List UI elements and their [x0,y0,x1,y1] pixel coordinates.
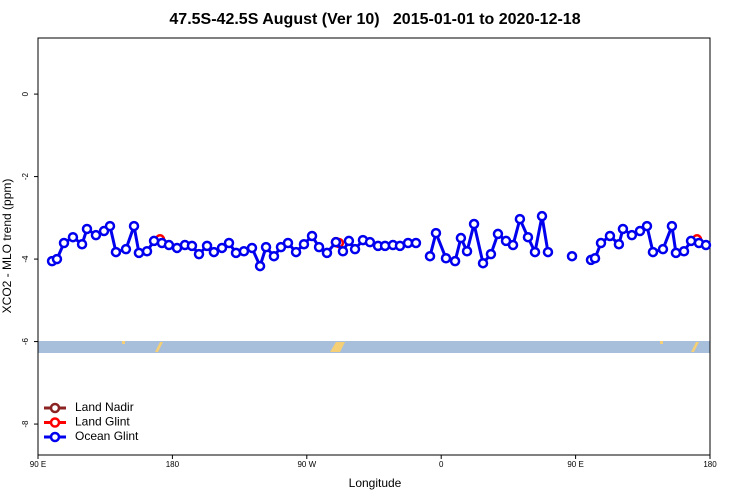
data-point [163,239,175,251]
data-point [522,231,534,243]
data-point [542,246,554,258]
data-point [700,239,712,251]
data-point [186,240,198,252]
data-point [492,228,504,240]
x-axis-label: Longitude [349,476,402,490]
data-point [282,237,294,249]
data-point [536,210,548,222]
y-tick-label: 0 [21,91,30,96]
data-point [626,229,638,241]
data-point [81,223,93,235]
data-point [485,248,497,260]
data-point [58,237,70,249]
land-patch [155,342,163,352]
data-point [208,246,220,258]
data-point [349,243,361,255]
data-point [589,253,601,264]
data-point [364,236,376,248]
data-point [657,243,669,255]
y-tick-label: -4 [21,255,30,263]
data-point [216,242,228,254]
chart-title: 47.5S-42.5S August (Ver 10) 2015-01-01 t… [169,11,580,28]
ocean-strip [38,341,710,353]
data-point [617,223,629,235]
data-point [410,237,422,249]
data-point [595,237,607,249]
data-point [678,245,690,257]
data-point [128,220,140,232]
data-point [90,229,102,241]
data-point [647,246,659,258]
data-point [298,238,310,250]
data-point [306,230,318,242]
legend-marker [49,431,61,443]
y-axis-label: XCO2 - MLO trend (ppm) [0,179,14,314]
data-point [430,227,442,239]
data-point [133,247,145,259]
data-point [67,231,79,243]
data-point [514,213,526,225]
x-tick-label: 90 E [30,460,46,469]
land-patch [122,341,125,344]
data-point [260,241,272,253]
data-point [268,250,280,262]
x-tick-label: 180 [166,460,180,469]
data-point [321,247,333,259]
data-point [330,236,342,248]
data-point [634,225,646,237]
legend-label: Land Glint [75,415,130,429]
data-point [313,241,325,253]
legend-marker [49,417,61,428]
data-point [468,218,480,230]
data-point [666,220,678,232]
data-point [337,245,349,257]
data-point [566,250,578,262]
data-point [51,253,63,265]
data-point [440,253,452,264]
x-tick-label: 90 E [567,460,583,469]
data-point [529,246,541,258]
data-point [254,260,266,272]
surface-strip [38,341,710,353]
data-point [455,232,467,244]
land-patch [691,342,699,352]
data-point [449,255,461,267]
data-point [461,245,473,257]
x-tick-label: 90 W [297,460,316,469]
legend-label: Ocean Glint [75,429,139,443]
data-point [424,250,436,262]
data-point [238,245,250,257]
land-patch [330,342,345,352]
y-tick-label: -6 [21,337,30,345]
data-point [223,237,235,249]
data-point [110,246,122,258]
data-point [613,238,625,250]
data-point [76,238,88,250]
land-patch [660,341,663,344]
data-point [193,248,205,260]
x-tick-label: 180 [703,460,717,469]
data-point [201,240,213,252]
data-point [120,243,132,255]
data-point [141,245,153,257]
data-point [477,257,489,269]
data-point [641,220,653,232]
legend-label: Land Nadir [75,400,134,414]
data-point [104,220,116,232]
legend-marker [49,402,61,414]
y-tick-label: -2 [21,172,30,180]
data-point [670,247,682,259]
x-tick-label: 0 [439,460,444,469]
data-point [246,242,258,254]
data-point [604,230,616,242]
data-point [507,239,519,251]
data-point [290,246,302,258]
y-tick-label: -8 [21,420,30,428]
data-point [343,235,355,247]
data-point [394,240,406,252]
